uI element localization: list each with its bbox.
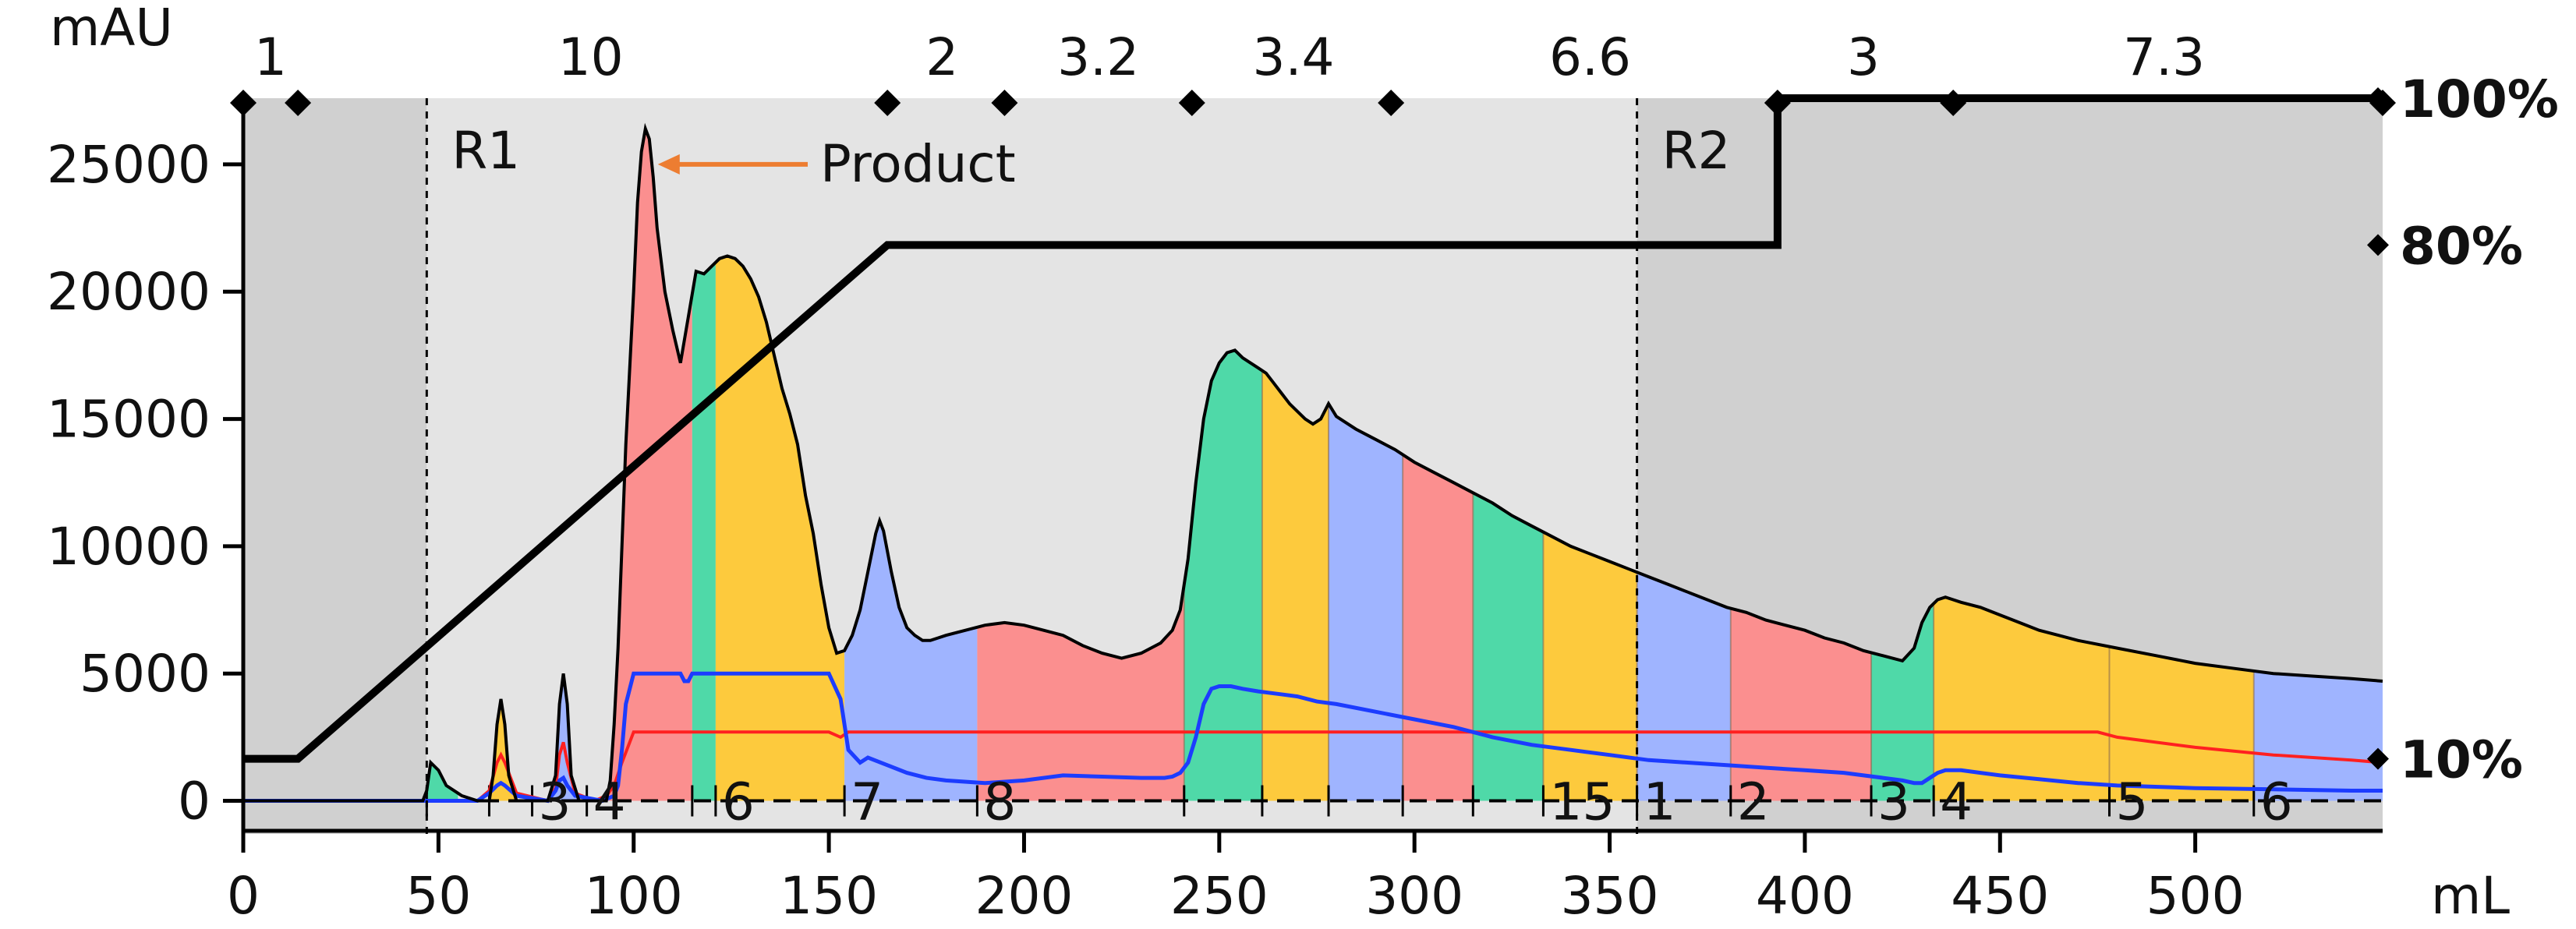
background-band-pre bbox=[243, 98, 427, 834]
fraction-label-15: 1 bbox=[1644, 772, 1676, 832]
product-arrow-head bbox=[657, 154, 680, 175]
x-tick-label-10: 450 bbox=[1951, 866, 2049, 926]
fraction-fill-14 bbox=[1543, 532, 1637, 801]
x-tick-label-11: 500 bbox=[2146, 866, 2245, 926]
top-segment-label-6: 6.6 bbox=[1549, 27, 1631, 87]
fraction-fill-8 bbox=[977, 584, 1184, 801]
right-axis-label-2: 80% bbox=[2400, 216, 2523, 276]
x-tick-label-9: 400 bbox=[1756, 866, 1854, 926]
fraction-fill-3 bbox=[532, 673, 587, 801]
gradient-line bbox=[243, 94, 2383, 763]
top-marker-1 bbox=[230, 90, 257, 116]
fraction-label-3: 3 bbox=[539, 772, 571, 832]
fraction-label-20: 6 bbox=[2260, 772, 2293, 832]
fraction-label-19: 5 bbox=[2115, 772, 2148, 832]
top-marker-8 bbox=[1940, 90, 1967, 116]
fraction-fill-17 bbox=[1871, 603, 1934, 801]
fraction-fill-12 bbox=[1403, 454, 1474, 801]
fraction-label-8: 8 bbox=[983, 772, 1016, 832]
uv-fraction-fills bbox=[426, 129, 2383, 801]
fraction-fill-1 bbox=[426, 762, 458, 801]
conductivity-line bbox=[243, 671, 2383, 804]
fraction-label-16: 2 bbox=[1737, 772, 1770, 832]
fraction-fill-6 bbox=[715, 256, 845, 801]
x-tick-label-4: 150 bbox=[780, 866, 878, 926]
x-axis-label: mL bbox=[2431, 866, 2510, 926]
top-marker-5 bbox=[1178, 90, 1205, 116]
fraction-fill-10 bbox=[1261, 370, 1329, 801]
fraction-fill-2 bbox=[489, 698, 533, 801]
product-annotation-label: Product bbox=[820, 134, 1016, 194]
top-marker-2 bbox=[285, 90, 312, 116]
fraction-fill-15 bbox=[1637, 572, 1731, 801]
right-axis-label-3: 10% bbox=[2400, 730, 2523, 790]
x-tick-label-1: 0 bbox=[227, 866, 260, 926]
uv-line bbox=[243, 122, 2383, 803]
fraction-fill-18 bbox=[1934, 597, 2110, 801]
fraction-label-7: 7 bbox=[851, 772, 883, 832]
right-marker-2 bbox=[2367, 234, 2389, 256]
top-segment-label-3: 2 bbox=[925, 27, 958, 87]
top-segment-label-2: 10 bbox=[558, 27, 624, 87]
top-marker-4 bbox=[991, 90, 1018, 116]
x-tick-label-7: 300 bbox=[1365, 866, 1463, 926]
trace-lines bbox=[243, 94, 2383, 817]
top-marker-7 bbox=[1764, 90, 1791, 116]
fraction-label-6: 6 bbox=[722, 772, 755, 832]
y-tick-label-2: 5000 bbox=[80, 644, 211, 704]
right-marker-1 bbox=[2367, 87, 2389, 109]
top-segment-label-5: 3.4 bbox=[1252, 27, 1334, 87]
fraction-label-17: 3 bbox=[1877, 772, 1910, 832]
region-label-1: R1 bbox=[451, 121, 520, 181]
fraction-fill-11 bbox=[1329, 404, 1403, 801]
region-label-2: R2 bbox=[1662, 121, 1731, 181]
fraction-fill-16 bbox=[1730, 608, 1872, 801]
top-marker-6 bbox=[1378, 90, 1405, 116]
y-tick-label-4: 15000 bbox=[47, 390, 211, 450]
x-tick-label-3: 100 bbox=[585, 866, 683, 926]
fraction-fill-5 bbox=[692, 262, 716, 801]
x-tick-label-8: 350 bbox=[1561, 866, 1659, 926]
y-tick-label-1: 0 bbox=[178, 772, 211, 832]
y-axis-label: mAU bbox=[50, 0, 173, 58]
right-marker-3 bbox=[2367, 747, 2389, 770]
top-segment-label-1: 1 bbox=[254, 27, 287, 87]
y-tick-label-5: 20000 bbox=[47, 262, 211, 322]
fraction-fill-19 bbox=[2109, 646, 2254, 801]
fraction-label-14: 15 bbox=[1549, 772, 1615, 832]
top-marker-3 bbox=[874, 90, 901, 116]
x-tick-label-5: 200 bbox=[975, 866, 1073, 926]
y-tick-label-6: 25000 bbox=[47, 135, 211, 195]
region-lines bbox=[425, 98, 1639, 834]
fraction-label-4: 4 bbox=[593, 772, 626, 832]
fraction-fill-20 bbox=[2253, 670, 2383, 801]
top-segment-label-4: 3.2 bbox=[1057, 27, 1139, 87]
top-segment-label-7: 3 bbox=[1847, 27, 1880, 87]
right-axis-label-1: 100% bbox=[2400, 69, 2559, 129]
fraction-fill-13 bbox=[1473, 493, 1544, 801]
y-tick-label-3: 10000 bbox=[47, 517, 211, 577]
x-tick-label-2: 50 bbox=[405, 866, 471, 926]
fraction-label-18: 4 bbox=[1940, 772, 1973, 832]
top-segment-label-8: 7.3 bbox=[2123, 27, 2205, 87]
x-tick-label-6: 250 bbox=[1170, 866, 1269, 926]
